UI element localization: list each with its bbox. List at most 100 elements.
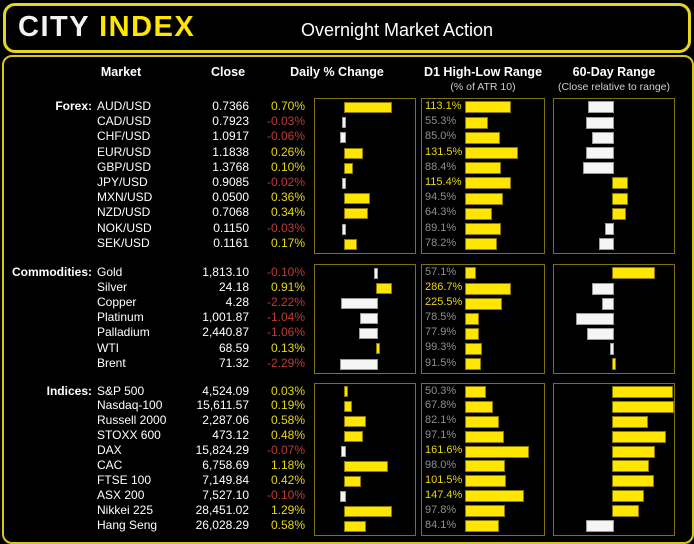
d1-range-value: 77.9% [425,326,457,339]
daily-change-bar [341,117,346,129]
column-header-market: Market [100,65,142,79]
range60-bar [612,475,654,488]
daily-change-bar [340,490,346,502]
market-name: ASX 200 [97,487,145,502]
d1-range-value: 89.1% [425,221,457,234]
range60-bar [612,430,666,443]
d1-range-value: 161.6% [425,444,463,457]
d1-range-chart: 50.3% 67.8% 82.1% 97.1% 161.6% 98.0% 101.5% 147… [421,382,545,536]
d1-range-bar [465,358,482,371]
market-name: WTI [97,340,119,355]
close-value: 2,440.87 [202,325,249,340]
d1-range-value: 78.2% [425,236,457,249]
daily-change-value: 0.58% [270,413,305,428]
daily-change-bar [375,283,392,295]
close-value: 26,028.29 [195,517,249,532]
group-label: Commodities: [11,265,92,279]
close-value: 15,611.57 [196,398,250,413]
d1-range-bar [465,415,499,428]
daily-change-value: -2.22% [266,295,305,310]
d1-range-bar [465,192,504,205]
range60-bar [585,147,614,160]
daily-change-value: -2.29% [266,355,305,370]
column-header-close: Close [210,65,246,79]
group-label: Forex: [55,99,92,113]
close-value: 24.18 [218,280,249,295]
d1-range-bar [465,385,487,398]
market-name: CHF/USD [97,129,151,144]
market-name: DAX [97,443,122,458]
d1-range-value: 225.5% [425,296,463,309]
daily-change-value: 0.26% [270,144,305,159]
d1-range-bar [465,297,502,310]
d1-range-chart: 113.1% 55.3% 85.0% 131.5% 88.4% 115.4% 94.5% 64… [421,98,545,255]
column-header-daily-change: Daily % Change [290,65,384,79]
range60-bar [576,312,614,325]
page-title: Overnight Market Action [300,20,494,40]
market-name: AUD/USD [97,99,152,113]
logo-word-index: INDEX [99,11,196,43]
d1-range-value: 85.0% [425,130,457,143]
market-name: STOXX 600 [97,428,161,443]
daily-change-bar [341,223,346,235]
daily-change-value: 0.34% [270,205,305,220]
d1-range-bar [465,460,505,473]
d1-range-bar [465,520,500,533]
range60-bar [612,415,648,428]
d1-range-bar [465,475,507,488]
daily-change-bar [343,101,392,113]
market-name: Nasdaq-100 [97,398,163,413]
daily-change-bar [373,267,378,279]
daily-change-bar [343,416,367,428]
daily-change-value: -0.03% [266,220,305,235]
range60-chart [553,98,675,255]
d1-range-bar [465,162,502,175]
market-name: MXN/USD [97,190,153,205]
close-value: 7,527.10 [202,487,249,502]
market-name: NZD/USD [97,205,151,220]
market-name: Hang Seng [97,517,158,532]
market-name: SEK/USD [97,235,150,250]
range60-bar [612,177,629,190]
range60-bar [612,400,674,413]
daily-change-chart [314,382,416,536]
d1-range-value: 84.1% [425,518,457,531]
range60-bar [612,505,640,518]
d1-range-bar [465,490,524,503]
d1-range-value: 286.7% [425,281,463,294]
daily-change-bar [340,358,378,370]
close-value: 1,001.87 [202,310,249,325]
daily-change-bar [343,193,370,205]
daily-change-value: 0.91% [270,280,305,295]
range60-bar [583,162,614,175]
close-value: 1,813.10 [202,265,249,279]
daily-change-bar [343,505,392,517]
close-value: 1.1838 [212,144,249,159]
daily-change-value: -0.02% [266,175,305,189]
market-name: CAD/USD [97,114,152,129]
range60-bar [591,131,614,144]
close-value: 4,524.09 [202,383,249,398]
range60-bar [604,223,614,236]
daily-change-bar [343,147,364,159]
close-value: 15,824.29 [195,443,249,458]
d1-range-bar [465,223,502,236]
d1-range-value: 131.5% [425,145,463,158]
range60-chart [553,382,675,536]
daily-change-bar [340,132,346,144]
range60-bar [602,297,614,310]
daily-change-bar [343,475,361,487]
d1-range-bar [465,400,494,413]
daily-change-value: 0.58% [270,517,305,532]
close-value: 0.0500 [212,190,249,205]
daily-change-chart [314,98,416,255]
range60-bar [585,520,614,533]
market-name: S&P 500 [97,383,145,398]
market-name: Nikkei 225 [97,502,154,517]
d1-range-value: 115.4% [425,175,462,188]
close-value: 0.7068 [212,205,249,220]
close-value: 0.1161 [213,235,249,250]
daily-change-bar [341,446,346,458]
d1-range-chart: 57.1% 286.7% 225.5% 78.5% 77.9% 99.3% 91.5% [421,264,545,374]
